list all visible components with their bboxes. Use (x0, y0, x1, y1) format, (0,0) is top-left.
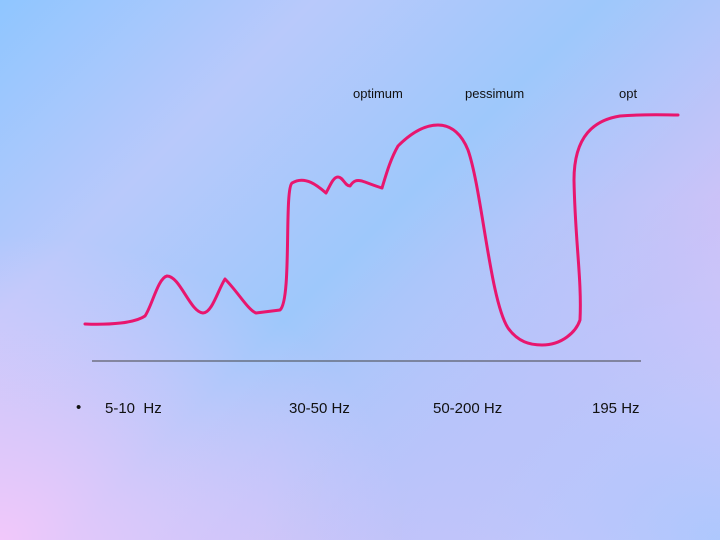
label-pessimum: pessimum (465, 86, 525, 101)
freq-label-50-200: 50-200 Hz (433, 400, 503, 417)
response-curve (83, 113, 680, 347)
freq-label-5-10: 5-10 Hz (105, 400, 162, 417)
label-optimum: optimum (353, 86, 403, 101)
label-opt: opt (619, 86, 638, 101)
freq-label-30-50: 30-50 Hz (289, 400, 350, 417)
bullet-marker: • (76, 399, 82, 416)
freq-label-195: 195 Hz (592, 400, 640, 417)
